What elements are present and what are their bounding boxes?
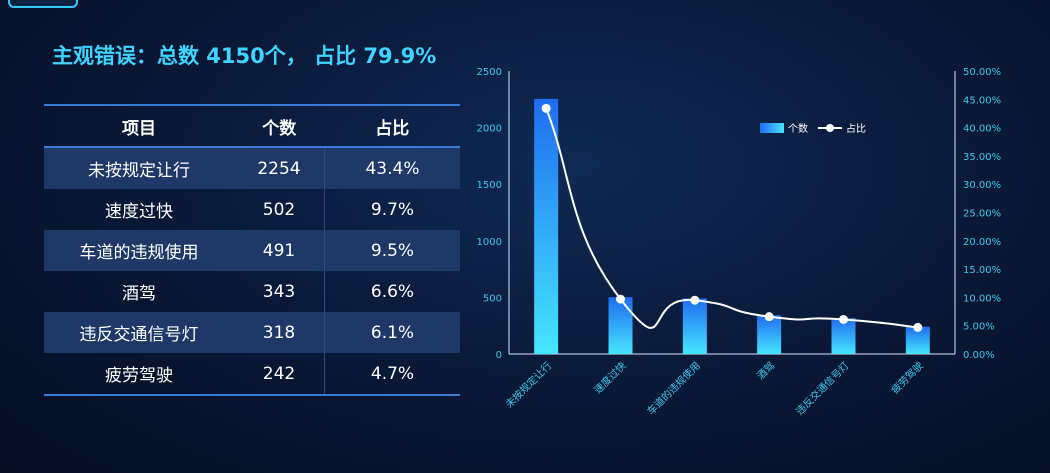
legend-label: 个数	[788, 122, 808, 135]
row-count: 318	[234, 312, 325, 353]
right-tick-label: 20.00%	[963, 237, 1001, 248]
row-percent: 4.7%	[324, 353, 460, 395]
row-name: 违反交通信号灯	[44, 312, 234, 353]
table-row: 未按规定让行 2254 43.4%	[44, 147, 460, 189]
header-count: 个数	[234, 105, 325, 148]
percent-point	[616, 294, 625, 304]
row-percent: 43.4%	[324, 147, 460, 189]
category-label: 车道的违规使用	[644, 359, 703, 418]
right-tick-label: 40.00%	[963, 124, 1001, 135]
percent-point	[764, 312, 774, 322]
table-header-row: 项目 个数 占比	[44, 105, 460, 148]
right-tick-label: 50.00%	[963, 67, 1001, 78]
left-tick-label: 2500	[477, 67, 502, 78]
header-item: 项目	[44, 105, 234, 148]
left-tick-label: 1000	[477, 237, 502, 248]
category-label: 违反交通信号灯	[793, 359, 852, 418]
table-row: 车道的违规使用 491 9.5%	[44, 230, 460, 271]
right-tick-label: 5.00%	[963, 322, 995, 333]
left-tick-label: 2000	[477, 124, 502, 135]
bar	[534, 98, 559, 354]
row-name: 疲劳驾驶	[105, 366, 173, 386]
right-tick-label: 0.00%	[963, 350, 995, 361]
row-name: 未按规定让行	[44, 147, 234, 189]
row-count: 242	[262, 363, 296, 384]
header-percent: 占比	[324, 105, 460, 148]
right-tick-label: 30.00%	[963, 180, 1001, 191]
left-tick-label: 1500	[477, 180, 502, 191]
bar	[831, 318, 856, 354]
bar	[682, 298, 707, 354]
percent-point	[690, 295, 700, 305]
left-tick-label: 500	[483, 293, 502, 304]
table-row: 疲劳驾驶 242 4.7%	[44, 353, 460, 395]
percent-point	[839, 314, 848, 324]
row-count: 491	[234, 230, 325, 271]
table-row: 酒驾 343 6.6%	[44, 271, 460, 312]
row-count: 2254	[234, 147, 325, 189]
bar	[608, 297, 633, 354]
category-label: 疲劳驾驶	[888, 359, 925, 396]
combo-chart: 0 500 1000 1500 2000 2500 0.00% 5.00% 10.00% 15.0…	[477, 67, 1002, 418]
category-label: 酒驾	[755, 360, 778, 383]
left-tick-label: 0	[496, 350, 502, 361]
row-percent: 9.5%	[324, 230, 460, 271]
row-percent: 6.1%	[324, 312, 460, 353]
legend-line-marker	[826, 124, 834, 132]
percent-point	[913, 322, 923, 332]
right-tick-label: 45.00%	[963, 95, 1001, 106]
legend-bar-swatch	[760, 123, 784, 133]
row-count: 502	[262, 199, 296, 220]
row-percent: 9.7%	[324, 189, 460, 230]
row-name: 车道的违规使用	[44, 230, 234, 271]
legend-label: 占比	[846, 122, 866, 135]
row-percent: 6.6%	[324, 271, 460, 312]
headline: 主观错误：总数 4150个， 占比 79.9%	[52, 44, 437, 68]
bar	[757, 315, 782, 354]
right-tick-label: 15.00%	[963, 265, 1001, 276]
right-tick-label: 35.00%	[963, 152, 1001, 163]
percent-line	[545, 107, 918, 329]
right-tick-label: 10.00%	[963, 293, 1001, 304]
stats-table: 项目 个数 占比 未按规定让行 2254 43.4% 速度过快 502 9.7%…	[44, 104, 460, 396]
category-label: 未按规定让行	[503, 359, 555, 411]
table-row: 速度过快 502 9.7%	[44, 189, 460, 230]
row-name: 酒驾	[122, 284, 156, 304]
category-label: 速度过快	[591, 359, 628, 396]
row-name: 速度过快	[105, 202, 173, 222]
right-tick-label: 25.00%	[963, 209, 1001, 220]
row-count: 343	[262, 281, 296, 302]
table-row: 违反交通信号灯 318 6.1%	[44, 312, 460, 353]
percent-point	[541, 103, 551, 113]
corner-tab[interactable]	[8, 0, 78, 8]
